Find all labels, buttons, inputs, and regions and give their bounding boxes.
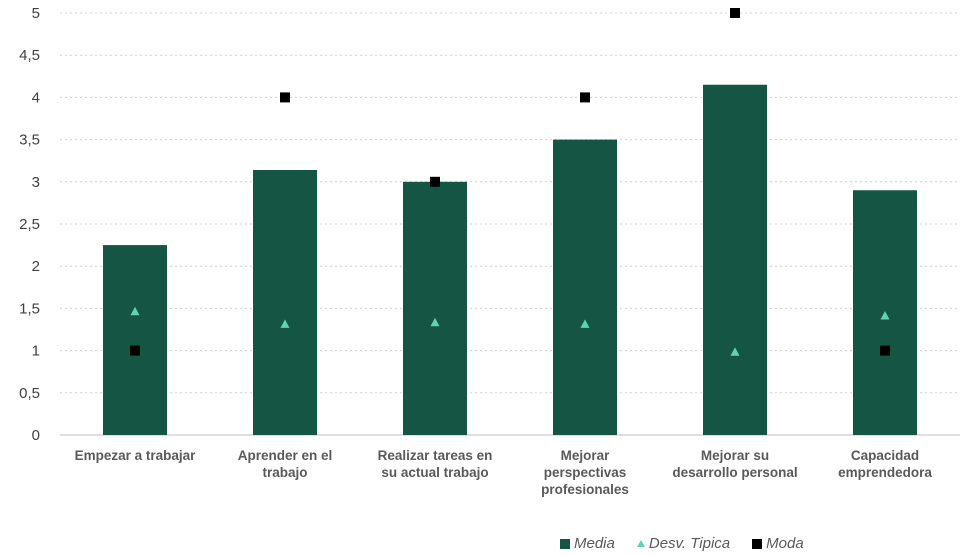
x-axis-labels: Empezar a trabajar Aprender en el trabajo R… bbox=[75, 448, 933, 497]
legend-item-media: Media bbox=[560, 535, 615, 552]
x-category-label: Realizar tareas en su actual trabajo bbox=[378, 448, 493, 480]
marker-desv-tipica bbox=[580, 319, 590, 328]
marker-moda bbox=[130, 345, 140, 356]
y-tick-label: 3,5 bbox=[19, 132, 40, 149]
x-category-label: Mejorar perspectivas profesionales bbox=[541, 448, 629, 497]
marker-moda bbox=[880, 345, 890, 356]
triangle-swatch-icon bbox=[636, 540, 645, 547]
chart-canvas: 0 0,5 1 1,5 2 2,5 3 3,5 4 4,5 5 Empezar a trabajar… bbox=[19, 5, 960, 497]
y-tick-label: 5 bbox=[32, 5, 40, 22]
y-tick-label: 1 bbox=[32, 343, 40, 360]
bar-media bbox=[553, 139, 617, 435]
marker-desv-tipica bbox=[730, 347, 740, 356]
y-tick-label: 3 bbox=[32, 174, 40, 191]
marker-desv-tipica bbox=[880, 310, 890, 320]
legend-label-desv: Desv. Tipica bbox=[648, 535, 731, 552]
markers bbox=[130, 8, 890, 356]
bar-media bbox=[103, 245, 167, 435]
x-category-label: Aprender en el trabajo bbox=[238, 448, 333, 480]
bar-media bbox=[253, 169, 317, 435]
marker-moda bbox=[430, 176, 440, 187]
bar-media bbox=[703, 84, 767, 436]
x-category-label: Mejorar su desarrollo personal bbox=[672, 448, 797, 480]
media-swatch-icon bbox=[560, 538, 570, 549]
legend: Media Desv. Tipica Moda bbox=[560, 535, 804, 552]
bars bbox=[103, 84, 917, 436]
bar-media bbox=[403, 181, 467, 435]
y-tick-label: 4 bbox=[32, 89, 40, 106]
y-tick-label: 0 bbox=[32, 427, 40, 444]
legend-item-desv: Desv. Tipica bbox=[636, 535, 731, 552]
y-axis-ticks: 0 0,5 1 1,5 2 2,5 3 3,5 4 4,5 5 bbox=[19, 5, 40, 444]
marker-moda bbox=[580, 92, 590, 103]
y-tick-label: 0,5 bbox=[19, 385, 40, 402]
marker-moda bbox=[730, 8, 740, 18]
y-tick-label: 2,5 bbox=[19, 216, 40, 233]
y-tick-label: 4,5 bbox=[19, 47, 40, 64]
moda-swatch-icon bbox=[752, 538, 763, 549]
legend-label-media: Media bbox=[574, 535, 615, 552]
marker-desv-tipica bbox=[280, 319, 290, 328]
marker-desv-tipica bbox=[130, 306, 140, 316]
y-tick-label: 1,5 bbox=[19, 300, 40, 317]
x-category-label: Empezar a trabajar bbox=[75, 448, 197, 463]
y-tick-label: 2 bbox=[32, 258, 40, 275]
legend-item-moda: Moda bbox=[752, 535, 804, 552]
gridlines bbox=[60, 12, 960, 436]
x-category-label: Capacidad emprendedora bbox=[838, 448, 932, 480]
legend-label-moda: Moda bbox=[766, 535, 804, 552]
marker-moda bbox=[280, 92, 290, 103]
marker-desv-tipica bbox=[430, 317, 440, 327]
